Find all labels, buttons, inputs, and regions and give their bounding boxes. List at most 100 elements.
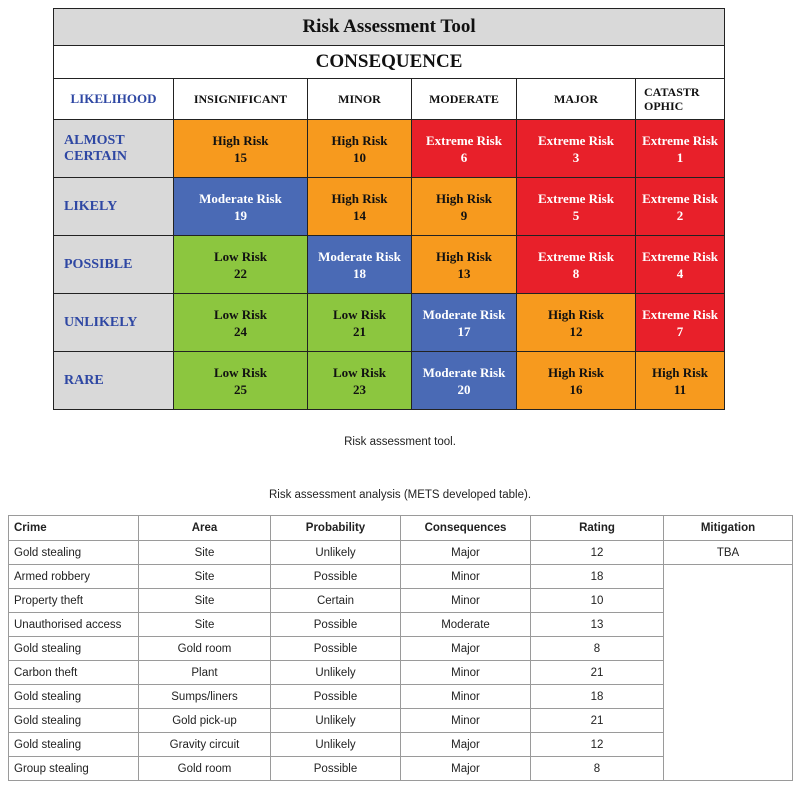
risk-cell: Extreme Risk 5 xyxy=(516,177,636,236)
rating-cell: 8 xyxy=(530,636,664,661)
consequences-cell: Minor xyxy=(400,660,531,685)
consequences-cell: Minor xyxy=(400,708,531,733)
rating-cell: 12 xyxy=(530,540,664,565)
risk-number: 24 xyxy=(234,323,247,339)
risk-label: Low Risk xyxy=(332,364,387,380)
table-row: Property theft Site Certain Minor 10 xyxy=(8,588,793,613)
risk-label: Low Risk xyxy=(213,364,268,380)
risk-cell: Extreme Risk 4 xyxy=(634,235,726,294)
header-mitigation: Mitigation xyxy=(663,515,793,541)
risk-label: Extreme Risk xyxy=(538,248,614,264)
consequence-label: CONSEQUENCE xyxy=(52,45,726,79)
rating-cell: 21 xyxy=(530,708,664,733)
matrix-title: Risk Assessment Tool xyxy=(52,8,726,46)
risk-cell: Low Risk 25 xyxy=(173,351,308,410)
header-crime: Crime xyxy=(8,515,139,541)
risk-label: High Risk xyxy=(548,364,604,380)
risk-cell: Low Risk 24 xyxy=(173,293,308,352)
risk-cell: Moderate Risk 17 xyxy=(411,293,517,352)
risk-number: 4 xyxy=(676,265,684,281)
probability-cell: Possible xyxy=(270,756,401,781)
risk-cell: Extreme Risk 7 xyxy=(634,293,726,352)
rating-cell: 8 xyxy=(530,756,664,781)
rating-cell: 10 xyxy=(530,588,664,613)
column-header: INSIGNIFICANT xyxy=(173,78,308,120)
header-consequences: Consequences xyxy=(400,515,531,541)
risk-label: Extreme Risk xyxy=(538,132,614,148)
consequences-cell: Major xyxy=(400,756,531,781)
column-header: MAJOR xyxy=(516,78,636,120)
table-row: Gold stealing Gold pick-up Unlikely Minor 21 xyxy=(8,708,793,733)
probability-cell: Unlikely xyxy=(270,732,401,757)
mitigation-cell xyxy=(663,684,793,709)
risk-number: 14 xyxy=(353,207,366,223)
consequences-cell: Major xyxy=(400,540,531,565)
risk-label: Low Risk xyxy=(213,306,268,322)
probability-cell: Unlikely xyxy=(270,660,401,685)
risk-cell: High Risk 11 xyxy=(634,351,726,410)
risk-number: 13 xyxy=(457,265,471,281)
risk-cell: Extreme Risk 6 xyxy=(411,119,517,178)
crime-cell: Gold stealing xyxy=(8,540,139,565)
risk-number: 20 xyxy=(457,381,471,397)
risk-cell: High Risk 14 xyxy=(307,177,412,236)
risk-cell: Moderate Risk 19 xyxy=(173,177,308,236)
matrix-row: POSSIBLE Low Risk 22 Moderate Risk 18 High Ri… xyxy=(53,235,726,294)
crime-cell: Property theft xyxy=(8,588,139,613)
consequences-cell: Moderate xyxy=(400,612,531,637)
rating-cell: 18 xyxy=(530,684,664,709)
column-header: MODERATE xyxy=(411,78,517,120)
risk-cell: Moderate Risk 18 xyxy=(307,235,412,294)
risk-label: Moderate Risk xyxy=(318,248,401,264)
likelihood-level: RARE xyxy=(53,351,174,410)
area-cell: Site xyxy=(138,612,271,637)
crime-cell: Carbon theft xyxy=(8,660,139,685)
area-cell: Site xyxy=(138,564,271,589)
consequences-cell: Minor xyxy=(400,564,531,589)
risk-number: 3 xyxy=(572,149,580,165)
risk-label: Extreme Risk xyxy=(642,190,719,206)
area-cell: Gold room xyxy=(138,756,271,781)
risk-number: 16 xyxy=(569,381,583,397)
risk-number: 7 xyxy=(676,323,684,339)
analysis-caption: Risk assessment analysis (METS developed… xyxy=(268,489,532,501)
risk-number: 21 xyxy=(353,323,366,339)
probability-cell: Unlikely xyxy=(270,708,401,733)
risk-number: 9 xyxy=(460,207,468,223)
risk-number: 15 xyxy=(234,149,247,165)
risk-number: 12 xyxy=(569,323,583,339)
area-cell: Sumps/liners xyxy=(138,684,271,709)
mitigation-cell: TBA xyxy=(663,540,793,565)
risk-cell: Low Risk 23 xyxy=(307,351,412,410)
risk-label: High Risk xyxy=(331,132,388,148)
risk-label: Low Risk xyxy=(213,248,268,264)
crime-cell: Gold stealing xyxy=(8,732,139,757)
consequences-cell: Major xyxy=(400,636,531,661)
area-cell: Site xyxy=(138,588,271,613)
likelihood-label: LIKELIHOOD xyxy=(53,78,174,120)
risk-label: High Risk xyxy=(436,190,492,206)
area-cell: Site xyxy=(138,540,271,565)
consequences-cell: Minor xyxy=(400,684,531,709)
risk-label: Low Risk xyxy=(332,306,387,322)
rating-cell: 13 xyxy=(530,612,664,637)
risk-number: 8 xyxy=(572,265,580,281)
likelihood-level: UNLIKELY xyxy=(53,293,174,352)
risk-cell: Moderate Risk 20 xyxy=(411,351,517,410)
table-row: Unauthorised access Site Possible Moderate 1… xyxy=(8,612,793,637)
risk-number: 25 xyxy=(234,381,247,397)
risk-number: 1 xyxy=(676,149,684,165)
risk-cell: High Risk 10 xyxy=(307,119,412,178)
mitigation-cell xyxy=(663,660,793,685)
area-cell: Gravity circuit xyxy=(138,732,271,757)
risk-number: 23 xyxy=(353,381,366,397)
mitigation-cell xyxy=(663,732,793,757)
rating-cell: 18 xyxy=(530,564,664,589)
risk-number: 18 xyxy=(353,265,366,281)
risk-label: Moderate Risk xyxy=(422,306,506,322)
risk-cell: Extreme Risk 8 xyxy=(516,235,636,294)
crime-cell: Group stealing xyxy=(8,756,139,781)
mitigation-cell xyxy=(663,636,793,661)
risk-number: 2 xyxy=(676,207,684,223)
area-cell: Plant xyxy=(138,660,271,685)
